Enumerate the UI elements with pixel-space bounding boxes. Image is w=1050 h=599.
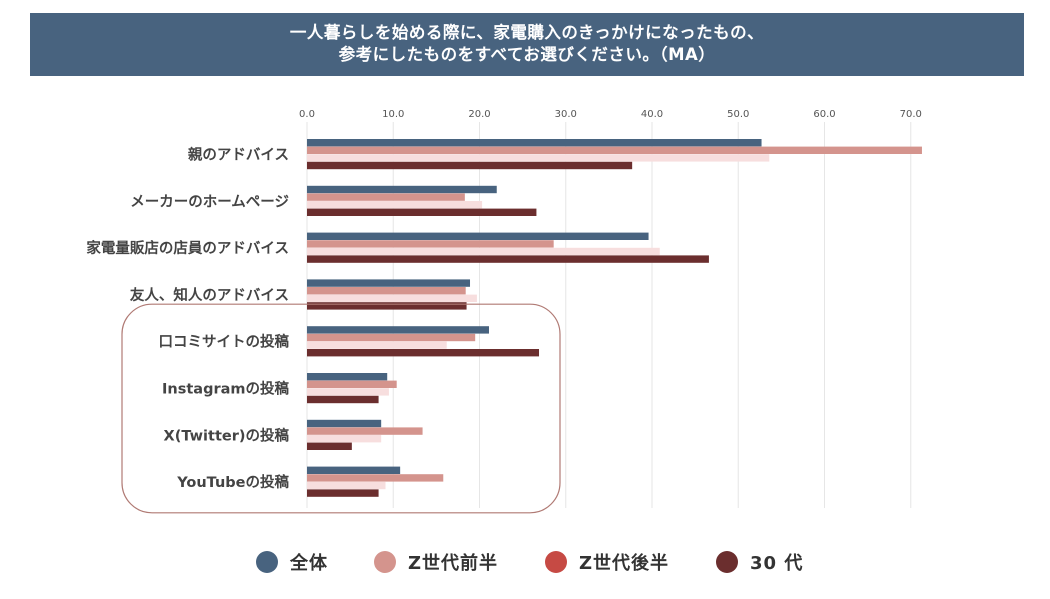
chart-title-line-1: 一人暮らしを始める際に、家電購入のきっかけになったもの、: [289, 23, 765, 42]
x-tick-label: 10.0: [382, 109, 404, 120]
bar: [307, 466, 401, 474]
bar: [307, 247, 660, 256]
category-label: 友人、知人のアドバイス: [130, 286, 289, 304]
x-tick-label: 0.0: [299, 109, 315, 120]
bar: [307, 435, 382, 443]
category-label: メーカーのホームページ: [130, 193, 289, 210]
bar: [307, 240, 554, 248]
bar: [307, 380, 397, 388]
bar: [307, 419, 382, 428]
x-tick-label: 70.0: [900, 109, 922, 120]
bar: [307, 474, 444, 482]
legend-swatch: [545, 551, 567, 573]
bar: [307, 146, 922, 154]
bar: [307, 193, 465, 201]
chart-legend: 全体 Z世代前半 Z世代後半 30 代: [0, 544, 1050, 580]
x-tick-label: 30.0: [555, 109, 577, 120]
legend-label: Z世代後半: [579, 553, 670, 574]
legend-swatch: [256, 551, 278, 573]
category-label: 親のアドバイス: [188, 146, 289, 164]
category-label: YouTubeの投稿: [176, 473, 289, 491]
bar: [307, 333, 476, 342]
x-tick-label: 60.0: [813, 109, 835, 120]
category-label: Instagramの投稿: [162, 380, 289, 398]
bar: [307, 427, 423, 435]
bar: [307, 442, 352, 450]
bar: [307, 139, 762, 147]
x-tick-label: 20.0: [468, 109, 490, 120]
bar: [307, 481, 386, 490]
category-label: 口コミサイトの投稿: [159, 333, 290, 351]
bar: [307, 349, 540, 357]
bar: [307, 255, 709, 263]
category-label: X(Twitter)の投稿: [164, 426, 290, 444]
bar: [307, 185, 497, 194]
bar: [307, 154, 770, 162]
legend-item: Z世代前半: [374, 544, 498, 580]
bar: [307, 489, 379, 497]
bar: [307, 232, 649, 240]
bar: [307, 161, 633, 170]
bar: [307, 326, 489, 334]
bar: [307, 208, 537, 216]
x-tick-label: 50.0: [727, 109, 749, 120]
chart-title-banner: 一人暮らしを始める際に、家電購入のきっかけになったもの、 参考にしたものをすべて…: [30, 13, 1024, 76]
legend-item: Z世代後半: [545, 544, 669, 580]
legend-item: 全体: [256, 544, 328, 580]
bar: [307, 388, 389, 396]
bar: [307, 294, 477, 302]
x-tick-label: 40.0: [641, 109, 663, 120]
bar: [307, 395, 379, 404]
legend-item: 30 代: [716, 544, 803, 580]
highlight-box: [121, 303, 561, 514]
chart-title-line-2: 参考にしたものをすべてお選びください。（MA）: [338, 45, 716, 64]
bar: [307, 201, 483, 209]
bar: [307, 287, 466, 295]
legend-label: 全体: [290, 553, 328, 574]
legend-label: 30 代: [750, 553, 804, 574]
bar: [307, 279, 471, 287]
legend-swatch: [374, 551, 396, 573]
bar: [307, 341, 447, 349]
legend-label: Z世代前半: [408, 553, 499, 574]
bar: [307, 373, 388, 381]
bar: [307, 302, 467, 310]
legend-swatch: [716, 551, 738, 573]
category-label: 家電量販店の店員のアドバイス: [86, 239, 289, 257]
